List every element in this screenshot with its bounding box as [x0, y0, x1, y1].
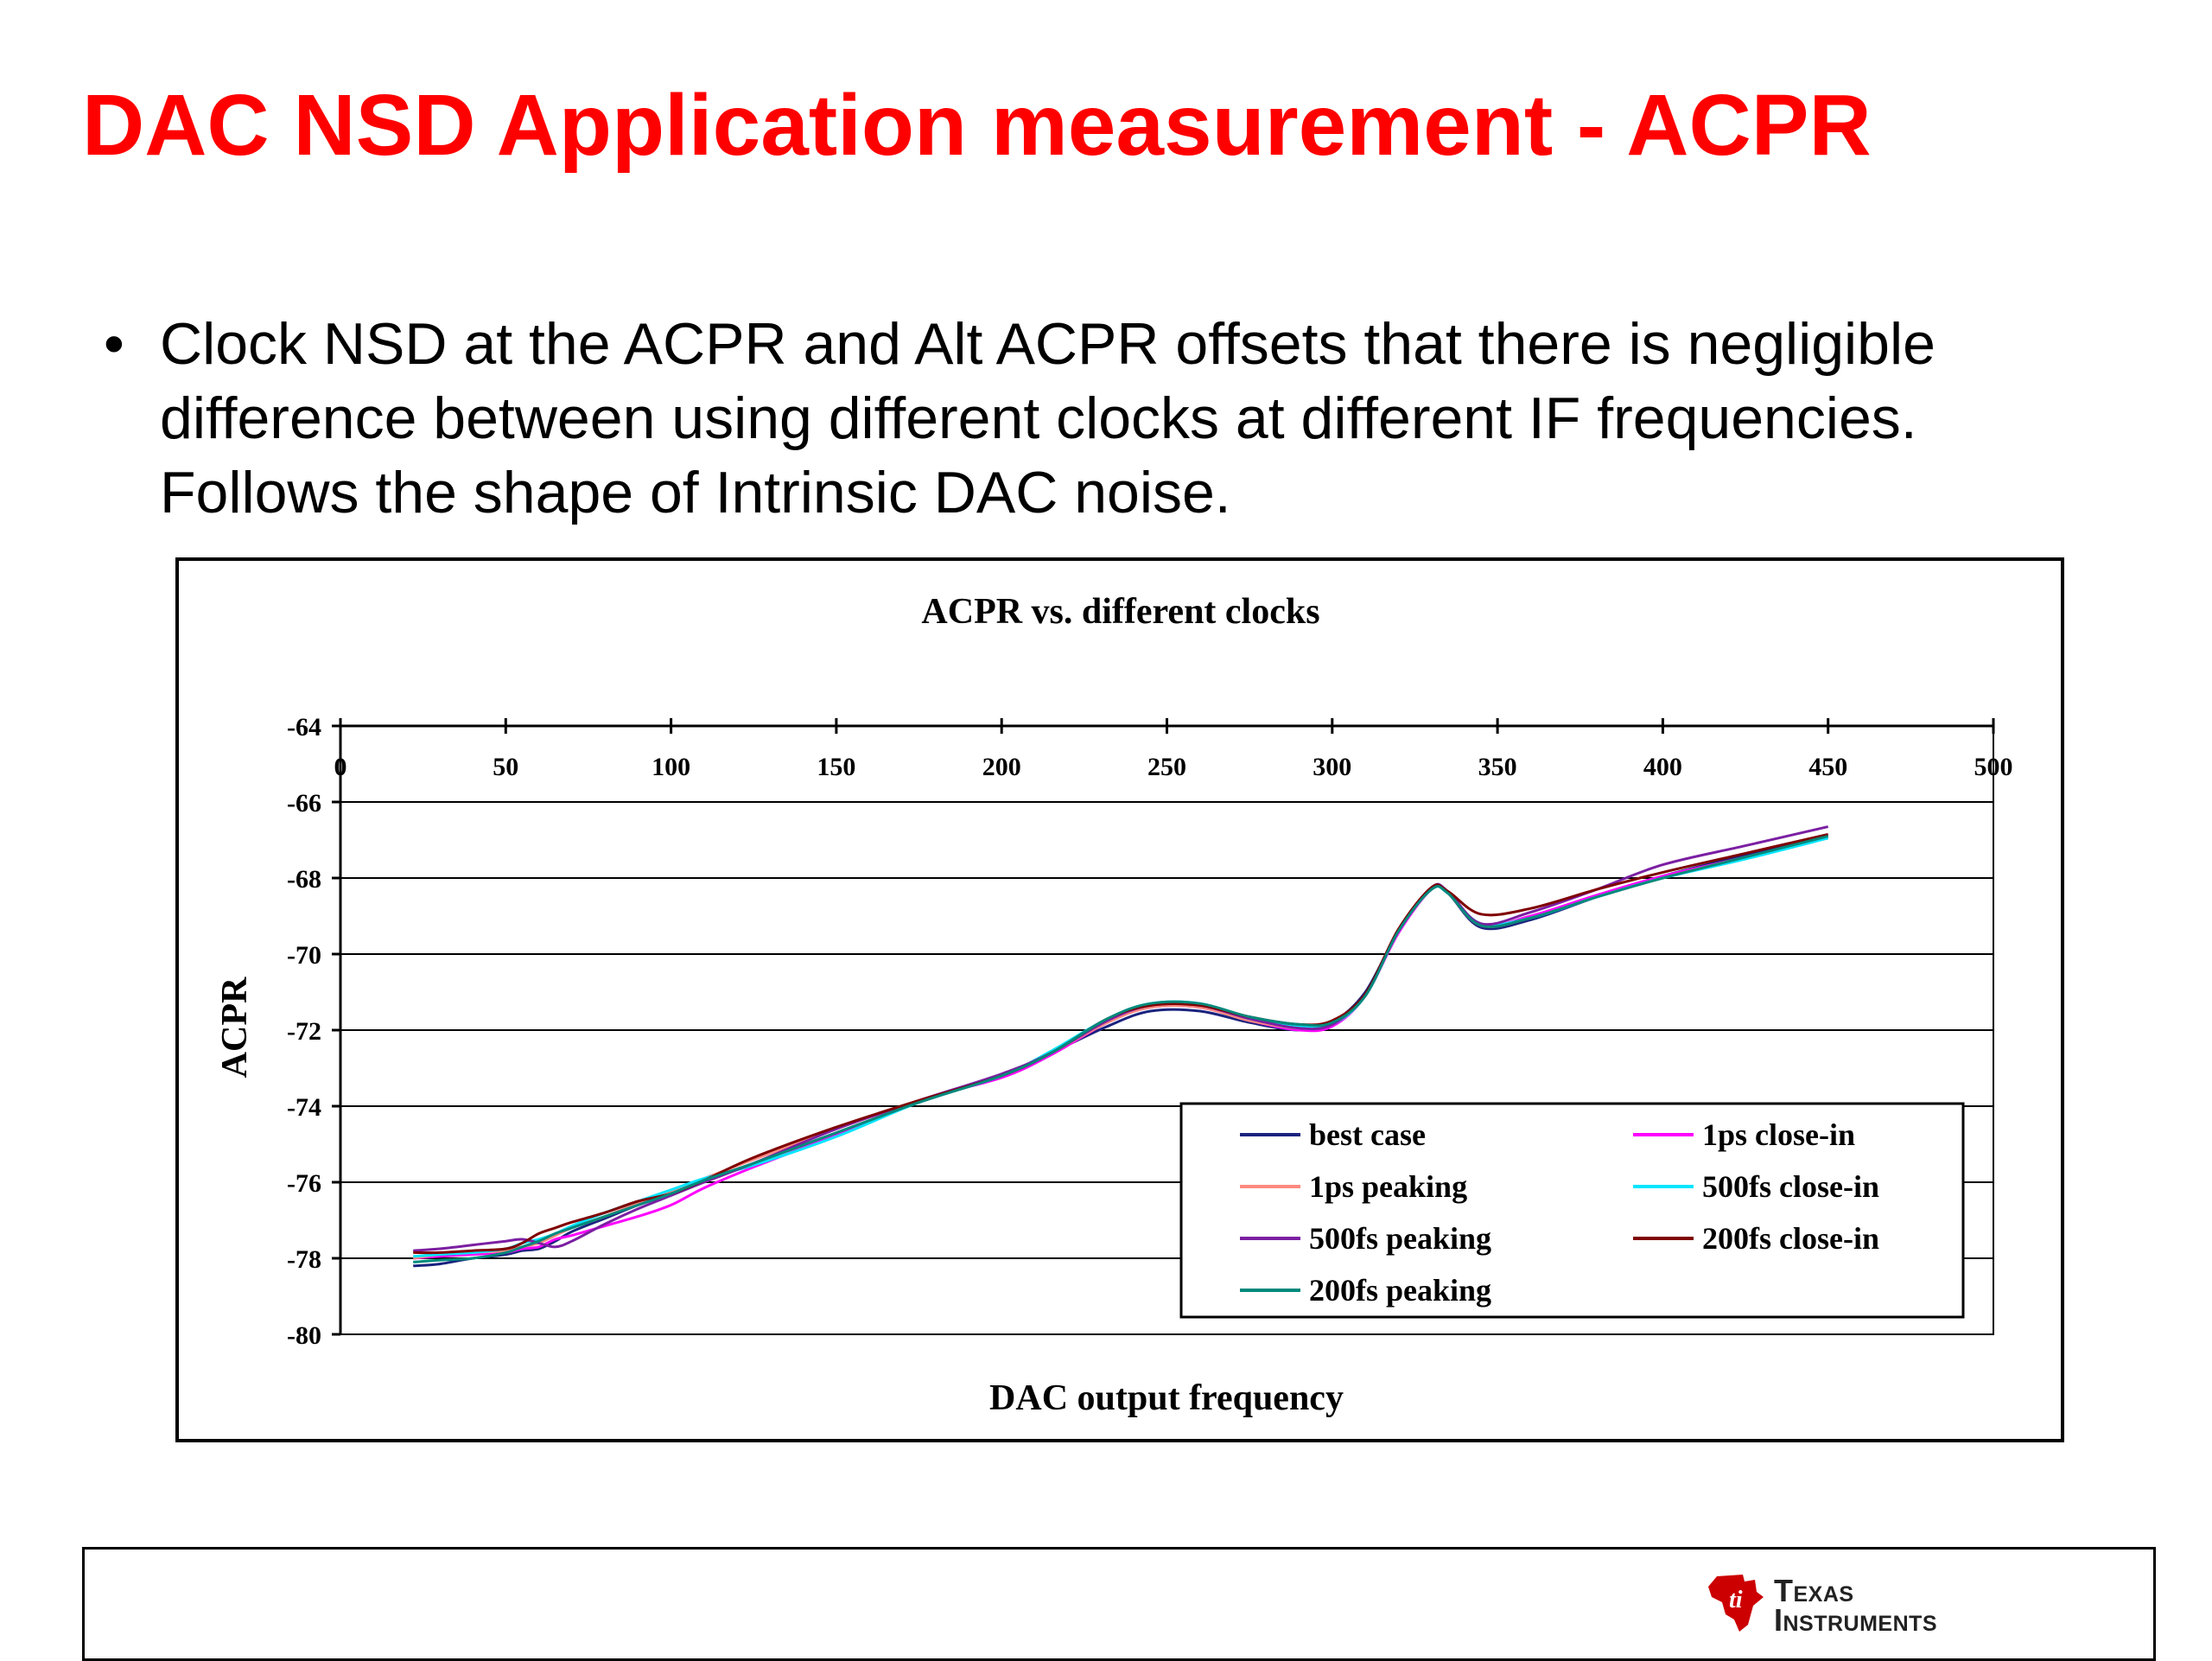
- x-tick-label: 0: [334, 753, 347, 781]
- x-tick-label: 50: [493, 753, 518, 781]
- bullet-text: Clock NSD at the ACPR and Alt ACPR offse…: [160, 311, 1936, 525]
- y-tick-label: -72: [287, 1017, 321, 1046]
- x-tick-label: 450: [1808, 753, 1847, 781]
- legend-label-best-case: best case: [1309, 1117, 1426, 1152]
- y-tick-label: -76: [287, 1169, 321, 1198]
- series-lines: [412, 825, 1829, 1268]
- legend-box: [1179, 1102, 1965, 1319]
- y-tick-label: -66: [287, 789, 321, 818]
- bullet-item: • Clock NSD at the ACPR and Alt ACPR off…: [104, 307, 2091, 530]
- x-tick-label: 150: [817, 753, 855, 781]
- x-tick-label: 100: [652, 753, 690, 781]
- ti-wordmark-line2: Instruments: [1774, 1602, 1938, 1638]
- chart-svg: ACPR vs. different clocks -64 -66 -68 -70 -7…: [215, 592, 2013, 1418]
- x-tick-label: 200: [982, 753, 1021, 781]
- slide-title: DAC NSD Application measurement - ACPR: [82, 77, 1872, 174]
- y-tick-label: -70: [287, 941, 321, 970]
- legend-label-1ps-peaking: 1ps peaking: [1309, 1169, 1467, 1204]
- series-line-200fs-peaking: [413, 835, 1829, 1263]
- bullet-list: • Clock NSD at the ACPR and Alt ACPR off…: [104, 307, 2091, 530]
- x-axis-label: DAC output frequency: [989, 1378, 1344, 1418]
- chart-frame: ACPR vs. different clocks -64 -66 -68 -70 -7…: [175, 557, 2064, 1442]
- y-tick-label: -80: [287, 1321, 321, 1350]
- ti-wordmark: Texas Instruments: [1774, 1573, 1938, 1638]
- svg-text:ti: ti: [1729, 1587, 1743, 1613]
- y-tick-label: -78: [287, 1245, 321, 1274]
- chart-title: ACPR vs. different clocks: [921, 592, 1319, 632]
- ti-wordmark-line1: Texas: [1774, 1573, 1854, 1608]
- x-tick-label: 500: [1974, 753, 2013, 781]
- y-axis-label: ACPR: [215, 977, 255, 1078]
- legend-label-500fs-peaking: 500fs peaking: [1309, 1221, 1491, 1256]
- y-tick-label: -74: [287, 1093, 321, 1122]
- legend-label-200fs-peaking: 200fs peaking: [1309, 1273, 1491, 1308]
- x-tick-label: 350: [1478, 753, 1517, 781]
- footer-bar: ti Texas Instruments: [82, 1547, 2156, 1661]
- bullet-dot-icon: •: [104, 311, 124, 377]
- y-tick-label: -64: [287, 713, 321, 741]
- y-tick-label: -68: [287, 865, 321, 894]
- legend-label-200fs-close-in: 200fs close-in: [1702, 1221, 1879, 1256]
- legend-label-1ps-close-in: 1ps close-in: [1702, 1117, 1855, 1152]
- x-tick-label: 400: [1643, 753, 1682, 781]
- legend-label-500fs-close-in: 500fs close-in: [1702, 1169, 1879, 1204]
- ti-emblem-icon: ti: [1708, 1575, 1764, 1632]
- texas-instruments-logo: ti Texas Instruments: [1705, 1571, 1990, 1640]
- axes: -64 -66 -68 -70 -72 -74 -76 -78 -80 0 50 100 150 200 2…: [287, 713, 2013, 1350]
- x-tick-label: 250: [1147, 753, 1186, 781]
- legend: best case 1ps close-in 1ps peaking 500fs cl…: [1179, 1102, 1965, 1319]
- x-tick-label: 300: [1313, 753, 1351, 781]
